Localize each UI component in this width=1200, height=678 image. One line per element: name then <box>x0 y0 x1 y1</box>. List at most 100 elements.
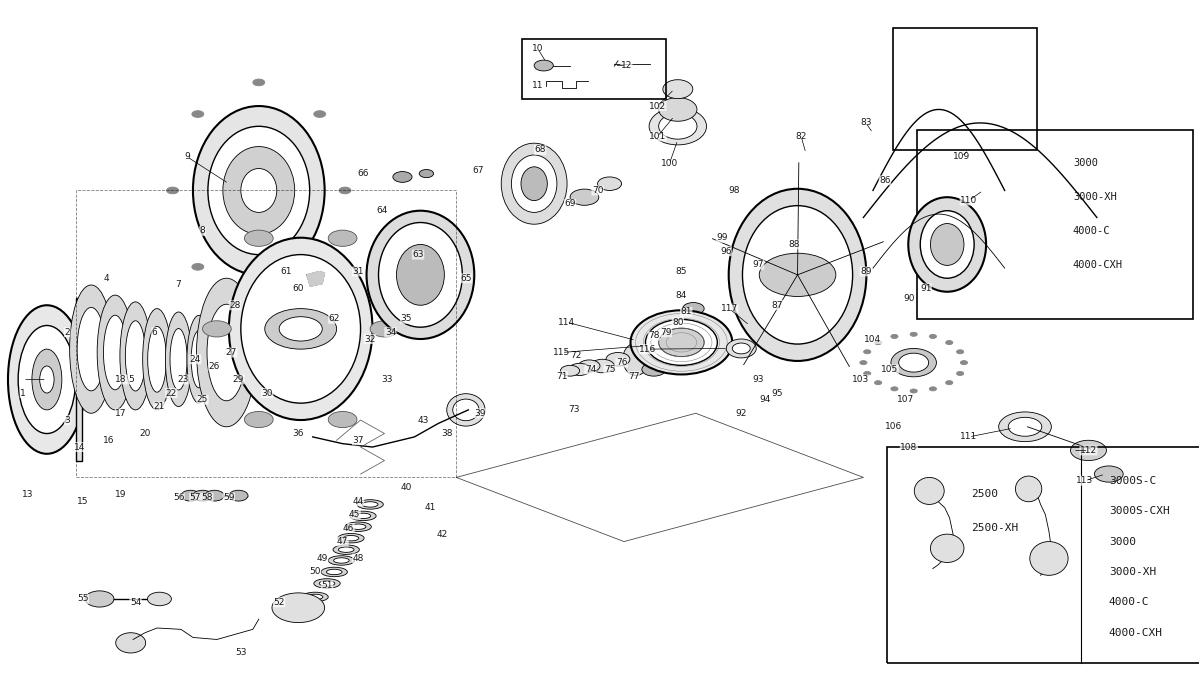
Text: 57: 57 <box>190 493 202 502</box>
Text: 112: 112 <box>1080 446 1097 455</box>
Text: 62: 62 <box>329 314 340 323</box>
Text: 17: 17 <box>115 409 127 418</box>
Text: 26: 26 <box>209 361 220 370</box>
Text: 4000-C: 4000-C <box>1109 597 1150 607</box>
Circle shape <box>998 412 1051 441</box>
Bar <box>893 28 1037 150</box>
Ellipse shape <box>329 556 354 565</box>
Text: 30: 30 <box>262 388 272 397</box>
Ellipse shape <box>659 113 697 139</box>
Text: 32: 32 <box>365 334 376 344</box>
Text: 82: 82 <box>796 132 806 141</box>
Circle shape <box>193 490 212 501</box>
Text: 4000-CXH: 4000-CXH <box>1109 628 1163 638</box>
Text: 100: 100 <box>661 159 678 168</box>
Ellipse shape <box>908 197 986 292</box>
Circle shape <box>590 359 614 373</box>
Text: 3: 3 <box>65 416 70 424</box>
Text: 59: 59 <box>223 493 235 502</box>
Text: 33: 33 <box>382 375 392 384</box>
Text: 69: 69 <box>564 199 576 208</box>
Circle shape <box>85 591 114 607</box>
Circle shape <box>265 308 337 349</box>
Ellipse shape <box>452 399 479 421</box>
Text: 36: 36 <box>293 429 304 438</box>
Bar <box>887 447 1200 663</box>
Ellipse shape <box>193 106 325 275</box>
Ellipse shape <box>930 534 964 563</box>
Text: 90: 90 <box>904 294 914 303</box>
Circle shape <box>253 79 265 86</box>
Ellipse shape <box>630 311 732 374</box>
Text: 31: 31 <box>353 267 364 276</box>
Ellipse shape <box>70 285 113 414</box>
Circle shape <box>392 172 412 182</box>
Text: 108: 108 <box>900 443 918 452</box>
Circle shape <box>929 334 936 338</box>
Ellipse shape <box>362 502 378 507</box>
Ellipse shape <box>1015 476 1042 502</box>
Circle shape <box>192 264 204 271</box>
Circle shape <box>329 412 356 428</box>
Text: 3000S-CXH: 3000S-CXH <box>1109 506 1170 516</box>
Ellipse shape <box>120 302 151 410</box>
Ellipse shape <box>197 278 257 426</box>
Ellipse shape <box>349 511 376 521</box>
Text: 116: 116 <box>640 344 656 354</box>
Circle shape <box>203 321 232 337</box>
Ellipse shape <box>659 98 697 121</box>
Ellipse shape <box>18 325 76 433</box>
Circle shape <box>419 170 433 178</box>
Ellipse shape <box>148 326 167 392</box>
Text: 40: 40 <box>401 483 412 492</box>
Text: 46: 46 <box>343 523 354 532</box>
Text: 110: 110 <box>960 196 977 205</box>
Text: 3000S-C: 3000S-C <box>1109 476 1156 486</box>
Ellipse shape <box>334 558 349 563</box>
Text: 99: 99 <box>716 233 728 242</box>
Circle shape <box>910 332 917 336</box>
Ellipse shape <box>319 581 335 586</box>
Bar <box>522 39 666 99</box>
Text: 111: 111 <box>960 433 977 441</box>
Circle shape <box>956 350 964 354</box>
Circle shape <box>229 490 248 501</box>
Ellipse shape <box>8 305 85 454</box>
Ellipse shape <box>223 146 295 235</box>
Ellipse shape <box>343 536 359 541</box>
Ellipse shape <box>890 348 936 377</box>
Text: 39: 39 <box>474 409 486 418</box>
Text: 38: 38 <box>442 429 452 438</box>
Text: 42: 42 <box>437 530 448 539</box>
Text: 21: 21 <box>154 402 166 411</box>
Text: 58: 58 <box>202 493 214 502</box>
Ellipse shape <box>32 349 62 410</box>
Ellipse shape <box>743 205 853 344</box>
Ellipse shape <box>521 167 547 201</box>
Text: 86: 86 <box>880 176 890 185</box>
Ellipse shape <box>502 143 568 224</box>
Circle shape <box>578 360 600 372</box>
Text: 6: 6 <box>151 327 157 337</box>
Circle shape <box>946 340 953 344</box>
Text: 84: 84 <box>676 291 688 300</box>
Circle shape <box>890 334 898 338</box>
Ellipse shape <box>229 238 372 420</box>
Text: 22: 22 <box>166 388 178 397</box>
Circle shape <box>1070 440 1106 460</box>
Circle shape <box>1094 466 1123 482</box>
Text: 102: 102 <box>649 102 666 111</box>
Text: 3000: 3000 <box>1073 159 1098 168</box>
Ellipse shape <box>187 315 211 403</box>
Text: 70: 70 <box>592 186 604 195</box>
Ellipse shape <box>77 307 106 391</box>
Text: 106: 106 <box>884 422 902 431</box>
Text: 87: 87 <box>772 301 782 310</box>
Circle shape <box>560 365 580 376</box>
Text: 76: 76 <box>616 358 628 367</box>
Text: 16: 16 <box>103 436 115 445</box>
Ellipse shape <box>356 500 383 509</box>
Text: 3000-XH: 3000-XH <box>1109 567 1156 577</box>
Ellipse shape <box>899 353 929 372</box>
Circle shape <box>245 230 274 246</box>
